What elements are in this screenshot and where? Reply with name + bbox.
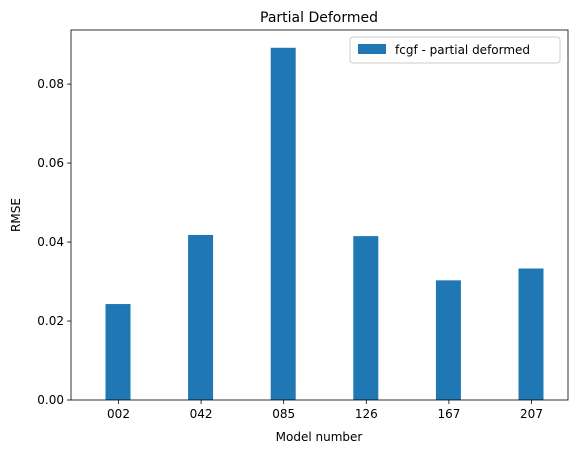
x-tick-label: 042 [190,407,213,421]
legend: fcgf - partial deformed [350,37,560,63]
bar-167 [436,280,461,400]
x-axis-ticks: 002 042 085 126 167 207 [107,400,543,421]
x-tick-label: 207 [520,407,543,421]
y-axis-ticks: 0.00 0.02 0.04 0.06 0.08 [37,77,71,407]
plot-frame [71,30,568,400]
y-tick-label: 0.06 [37,156,64,170]
y-tick-label: 0.02 [37,314,64,328]
bar-085 [271,48,296,400]
legend-label: fcgf - partial deformed [395,43,530,57]
x-axis-label: Model number [276,430,363,444]
chart-title: Partial Deformed [260,10,378,26]
x-tick-label: 085 [272,407,295,421]
bar-207 [519,269,544,400]
x-tick-label: 167 [437,407,460,421]
y-axis-label: RMSE [9,198,23,232]
legend-swatch [358,44,386,54]
x-tick-label: 126 [355,407,378,421]
bars-group [106,48,544,400]
x-tick-label: 002 [107,407,130,421]
bar-042 [188,235,213,400]
bar-002 [106,304,131,400]
y-tick-label: 0.08 [37,77,64,91]
y-tick-label: 0.00 [37,393,64,407]
bar-126 [353,236,378,400]
y-tick-label: 0.04 [37,235,64,249]
